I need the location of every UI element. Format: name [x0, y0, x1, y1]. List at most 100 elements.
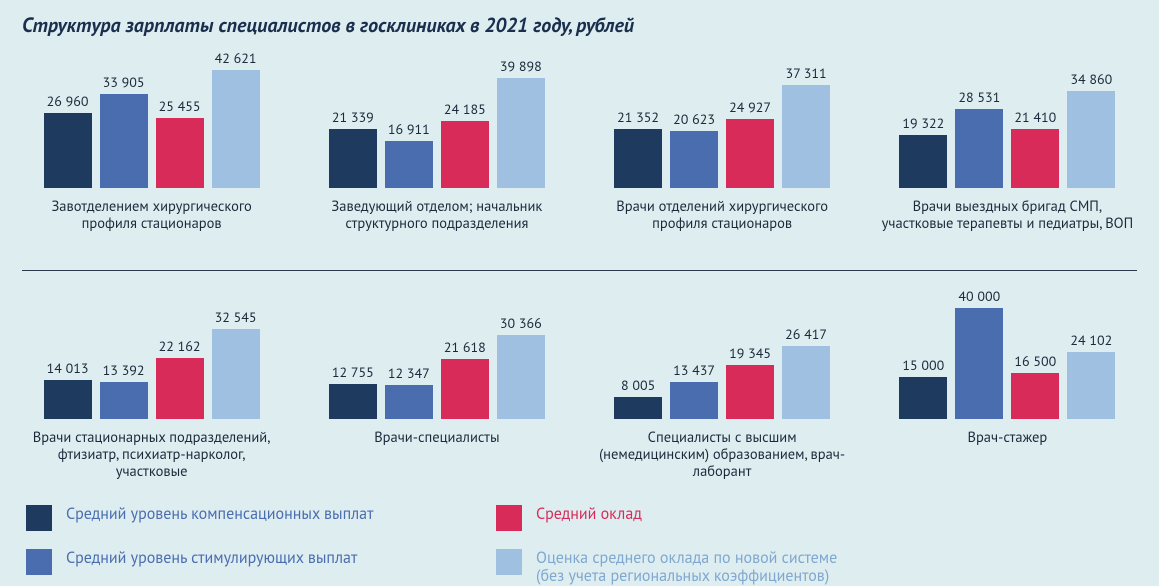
- bar-wrap: 26 417: [782, 325, 830, 419]
- bar-wrap: 25 455: [156, 97, 204, 188]
- bar: [329, 384, 377, 419]
- bar: [441, 359, 489, 419]
- panel-caption: Врач-стажер: [965, 429, 1049, 499]
- bar-wrap: 26 960: [44, 92, 92, 188]
- bar-value-label: 30 366: [500, 314, 542, 332]
- bars-group: 26 960 33 905 25 455 42 621: [22, 48, 281, 188]
- bar-value-label: 24 185: [444, 100, 486, 118]
- bar-wrap: 24 927: [726, 98, 774, 188]
- bar-value-label: 14 013: [47, 359, 89, 377]
- bar: [726, 365, 774, 419]
- bar-wrap: 37 311: [782, 64, 830, 188]
- bar: [782, 346, 830, 419]
- chart-panel: 15 00040 00016 50024 102Врач-стажер: [878, 279, 1137, 499]
- bar-wrap: 21 339: [329, 108, 377, 188]
- bar: [899, 377, 947, 419]
- bars-group: 12 755 12 347 21 618 30 366: [307, 279, 566, 419]
- bars-group: 8 005 13 437 19 345 26 417: [593, 279, 852, 419]
- bar: [212, 70, 260, 188]
- bar: [497, 335, 545, 419]
- bar-wrap: 30 366: [497, 314, 545, 419]
- bar-value-label: 21 410: [1014, 108, 1056, 126]
- bar-wrap: 12 755: [329, 363, 377, 419]
- chart-panel: 14 013 13 392 22 162 32 545 Врачи стационарн…: [22, 279, 281, 499]
- bar: [670, 131, 718, 188]
- bar-wrap: 14 013: [44, 359, 92, 419]
- chart-panel: 21 33916 91124 18539 898Заведующий отдел…: [307, 48, 566, 268]
- bar-value-label: 13 437: [673, 361, 715, 379]
- bar-value-label: 37 311: [786, 64, 827, 82]
- panel-caption: Врачи стационарных подразделений, фтизиа…: [22, 429, 281, 499]
- bar: [156, 358, 204, 419]
- bar: [614, 397, 662, 419]
- chart-row: 14 013 13 392 22 162 32 545 Врачи стационарн…: [22, 270, 1137, 499]
- bar-value-label: 26 417: [785, 325, 827, 343]
- bar-value-label: 24 927: [729, 98, 771, 116]
- bar-value-label: 39 898: [500, 57, 542, 75]
- bar: [212, 329, 260, 419]
- bar-wrap: 34 860: [1067, 70, 1115, 188]
- chart-panel: 12 75512 34721 61830 366Врачи-специалист…: [307, 279, 566, 499]
- legend-item: Средний уровень стимулирующих выплат: [26, 549, 456, 586]
- bar: [385, 385, 433, 419]
- bar: [441, 121, 489, 188]
- chart-panel: 26 96033 90525 45542 621Завотделением хи…: [22, 48, 281, 268]
- legend-item: Оценка среднего оклада по новой системе …: [496, 549, 1016, 586]
- bar-wrap: 16 500: [1011, 352, 1059, 419]
- bar-wrap: 21 618: [441, 338, 489, 419]
- bar: [670, 382, 718, 419]
- legend-swatch: [26, 549, 52, 575]
- bars-group: 14 013 13 392 22 162 32 545: [22, 279, 281, 419]
- bar-wrap: 8 005: [614, 376, 662, 419]
- bars-group: 15 00040 00016 50024 102: [878, 279, 1137, 419]
- bar: [329, 129, 377, 188]
- legend-label: Оценка среднего оклада по новой системе …: [536, 549, 837, 586]
- bar-wrap: 32 545: [212, 308, 260, 419]
- bar-wrap: 13 392: [100, 361, 148, 419]
- bar: [726, 119, 774, 188]
- bar-wrap: 33 905: [100, 73, 148, 188]
- bar: [44, 113, 92, 188]
- bar-wrap: 42 621: [212, 49, 260, 188]
- bar-value-label: 12 347: [388, 364, 430, 382]
- bar-value-label: 19 322: [902, 114, 944, 132]
- bar-value-label: 15 000: [902, 356, 944, 374]
- bar: [100, 94, 148, 188]
- bar-wrap: 24 185: [441, 100, 489, 188]
- bar-value-label: 42 621: [215, 49, 257, 67]
- bar-value-label: 20 623: [673, 110, 715, 128]
- bar-value-label: 12 755: [332, 363, 374, 381]
- bar: [1011, 373, 1059, 419]
- bar-wrap: 19 322: [899, 114, 947, 188]
- bar: [1067, 91, 1115, 188]
- bar-value-label: 21 339: [332, 108, 374, 126]
- bar-wrap: 39 898: [497, 57, 545, 188]
- bar-value-label: 24 102: [1070, 331, 1112, 349]
- panel-caption: Врачи выездных бригад СМП, участковые те…: [878, 198, 1137, 268]
- bar-wrap: 16 911: [385, 120, 433, 188]
- bar-value-label: 33 905: [103, 73, 145, 91]
- bar: [955, 109, 1003, 188]
- chart-row: 26 96033 90525 45542 621Завотделением хи…: [22, 48, 1137, 268]
- bar: [497, 78, 545, 188]
- bar-wrap: 19 345: [726, 344, 774, 419]
- bar-wrap: 21 410: [1011, 108, 1059, 188]
- bar-value-label: 28 531: [958, 88, 1000, 106]
- legend-label: Средний уровень стимулирующих выплат: [66, 549, 357, 567]
- bar: [782, 85, 830, 188]
- chart-panel: 19 322 28 531 21 410 34 860 Врачи выездных б…: [878, 48, 1137, 268]
- bar-value-label: 16 911: [388, 120, 430, 138]
- bar-value-label: 22 162: [159, 337, 201, 355]
- bar-wrap: 15 000: [899, 356, 947, 419]
- bar: [899, 135, 947, 188]
- bar-wrap: 22 162: [156, 337, 204, 419]
- bar: [955, 308, 1003, 419]
- legend-swatch: [26, 505, 52, 531]
- panel-caption: Врачи отделений хирургического профиля с…: [593, 198, 852, 268]
- panel-caption: Специалисты с высшим (немедицинским) обр…: [593, 429, 852, 499]
- legend-swatch: [496, 505, 522, 531]
- bar-value-label: 25 455: [159, 97, 201, 115]
- bar-wrap: 21 352: [614, 108, 662, 188]
- legend-item: Средний уровень компенсационных выплат: [26, 505, 456, 531]
- bars-group: 21 339 16 911 24 185 39 898: [307, 48, 566, 188]
